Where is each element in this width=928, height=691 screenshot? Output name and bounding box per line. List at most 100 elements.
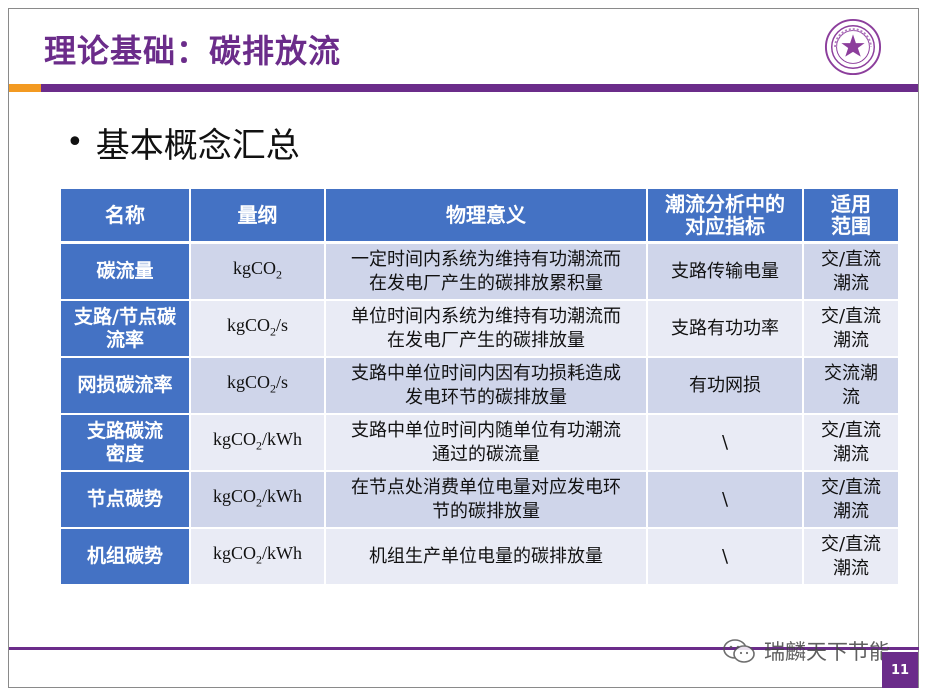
row-name: 机组碳势 [86,545,163,567]
row-unit-cell: kgCO2/s [191,301,326,358]
header-scope-label-1: 适用 [831,192,871,216]
row-name-cell: 节点碳势 [61,472,191,529]
scope-line-1: 交/直流 [820,419,882,441]
header-scope: 适用 范围 [804,189,898,244]
unit-base: kgCO [212,429,256,450]
row-meaning-cell: 机组生产单位电量的碳排放量 [326,529,648,586]
row-indicator-cell: 支路有功功率 [648,301,804,358]
row-scope-cell: 交/直流 潮流 [804,472,898,529]
meaning-line-1: 在节点处消费单位电量对应发电环 [351,476,621,498]
header-accent-orange [9,84,41,92]
header-unit: 量纲 [191,189,326,244]
row-name: 节点碳势 [86,488,163,510]
page-number-text: 11 [890,662,910,678]
watermark: 瑞麟天下节能 [722,636,890,666]
row-meaning-cell: 支路中单位时间内因有功损耗造成 发电环节的碳排放量 [326,358,648,415]
meaning-line-1: 单位时间内系统为维持有功潮流而 [351,305,621,327]
row-unit-cell: kgCO2 [191,244,326,301]
unit-base: kgCO [212,486,256,507]
row-meaning-cell: 支路中单位时间内随单位有功潮流 通过的碳流量 [326,415,648,472]
table-row: 节点碳势 kgCO2/kWh 在节点处消费单位电量对应发电环 节的碳排放量 \ 交… [61,472,898,529]
bullet-text: 基本概念汇总 [95,126,300,166]
scope-line-1: 交/直流 [820,476,882,498]
unit-sub: 2 [256,438,262,453]
unit-suffix: /kWh [262,429,302,450]
row-name-cell: 支路/节点碳 流率 [61,301,191,358]
row-indicator: \ [721,488,729,510]
header-indicator-label-1: 潮流分析中的 [665,192,785,216]
scope-line-2: 潮流 [833,557,869,579]
meaning-line-1: 一定时间内系统为维持有功潮流而 [351,248,621,270]
page-number: 11 [882,652,918,688]
header-scope-label-2: 范围 [831,214,871,238]
scope-line-2: 潮流 [833,329,869,351]
header-rule [41,84,918,92]
scope-line-2: 流 [842,386,860,408]
row-meaning-cell: 一定时间内系统为维持有功潮流而 在发电厂产生的碳排放累积量 [326,244,648,301]
row-meaning-cell: 在节点处消费单位电量对应发电环 节的碳排放量 [326,472,648,529]
meaning-line-2: 在发电厂产生的碳排放累积量 [369,272,603,294]
row-name-cell: 支路碳流 密度 [61,415,191,472]
meaning-line-1: 机组生产单位电量的碳排放量 [369,545,603,567]
row-name: 网损碳流率 [77,374,173,396]
scope-line-1: 交/直流 [820,305,882,327]
table-row: 碳流量 kgCO2 一定时间内系统为维持有功潮流而 在发电厂产生的碳排放累积量 支… [61,244,898,301]
row-name-cell: 网损碳流率 [61,358,191,415]
row-scope-cell: 交/直流 潮流 [804,415,898,472]
header-indicator-label-2: 对应指标 [685,214,765,238]
meaning-line-2: 在发电厂产生的碳排放量 [387,329,585,351]
footer-rule [9,647,919,650]
header-meaning-label: 物理意义 [446,203,526,227]
unit-suffix: /s [276,315,289,336]
meaning-line-1: 支路中单位时间内随单位有功潮流 [351,419,621,441]
row-indicator-cell: \ [648,529,804,586]
unit-base: kgCO [212,543,256,564]
header-unit-label: 量纲 [237,203,278,227]
row-name-line-1: 支路碳流 [86,419,163,442]
table-row: 支路碳流 密度 kgCO2/kWh 支路中单位时间内随单位有功潮流 通过的碳流量 \… [61,415,898,472]
row-name: 碳流量 [96,260,154,282]
unit-suffix: /kWh [262,486,302,507]
scope-line-1: 交流潮 [824,362,878,384]
row-scope-cell: 交/直流 潮流 [804,301,898,358]
row-name-line-2: 流率 [105,328,144,351]
unit-suffix: /s [276,372,289,393]
row-indicator-cell: \ [648,472,804,529]
bullet-dot: • [66,125,84,160]
row-indicator: 支路传输电量 [671,260,779,282]
scope-line-2: 潮流 [833,443,869,465]
unit-base: kgCO [232,258,276,279]
row-indicator: \ [721,431,729,453]
row-unit-cell: kgCO2/s [191,358,326,415]
header-indicator: 潮流分析中的 对应指标 [648,189,804,244]
row-name-line-1: 支路/节点碳 [74,305,176,328]
row-indicator: 有功网损 [689,374,761,396]
row-indicator-cell: 支路传输电量 [648,244,804,301]
row-name-cell: 机组碳势 [61,529,191,586]
table-header-row: 名称 量纲 物理意义 潮流分析中的 对应指标 适用 范围 [61,189,898,244]
table-row: 机组碳势 kgCO2/kWh 机组生产单位电量的碳排放量 \ 交/直流 潮流 [61,529,898,586]
header-meaning: 物理意义 [326,189,648,244]
row-indicator-cell: \ [648,415,804,472]
scope-line-2: 潮流 [833,500,869,522]
table-row: 网损碳流率 kgCO2/s 支路中单位时间内因有功损耗造成 发电环节的碳排放量 有… [61,358,898,415]
unit-sub: 2 [276,267,282,282]
header-name-label: 名称 [105,203,145,227]
wechat-icon [723,639,755,663]
meaning-line-1: 支路中单位时间内因有功损耗造成 [351,362,621,384]
row-unit-cell: kgCO2/kWh [191,472,326,529]
row-scope-cell: 交/直流 潮流 [804,529,898,586]
row-name-cell: 碳流量 [61,244,191,301]
row-indicator: 支路有功功率 [671,317,779,339]
row-scope-cell: 交流潮流 [804,358,898,415]
meaning-line-2: 通过的碳流量 [432,443,540,465]
bullet-point: • 基本概念汇总 [66,118,300,167]
row-indicator-cell: 有功网损 [648,358,804,415]
university-seal-icon [824,18,882,76]
concept-table: 名称 量纲 物理意义 潮流分析中的 对应指标 适用 范围 碳流量 kgCO2 一定时… [61,189,898,586]
watermark-text: 瑞麟天下节能 [764,640,890,664]
unit-sub: 2 [256,495,262,510]
table-row: 支路/节点碳 流率 kgCO2/s 单位时间内系统为维持有功潮流而 在发电厂产生的碳… [61,301,898,358]
row-unit-cell: kgCO2/kWh [191,415,326,472]
unit-sub: 2 [256,552,262,567]
